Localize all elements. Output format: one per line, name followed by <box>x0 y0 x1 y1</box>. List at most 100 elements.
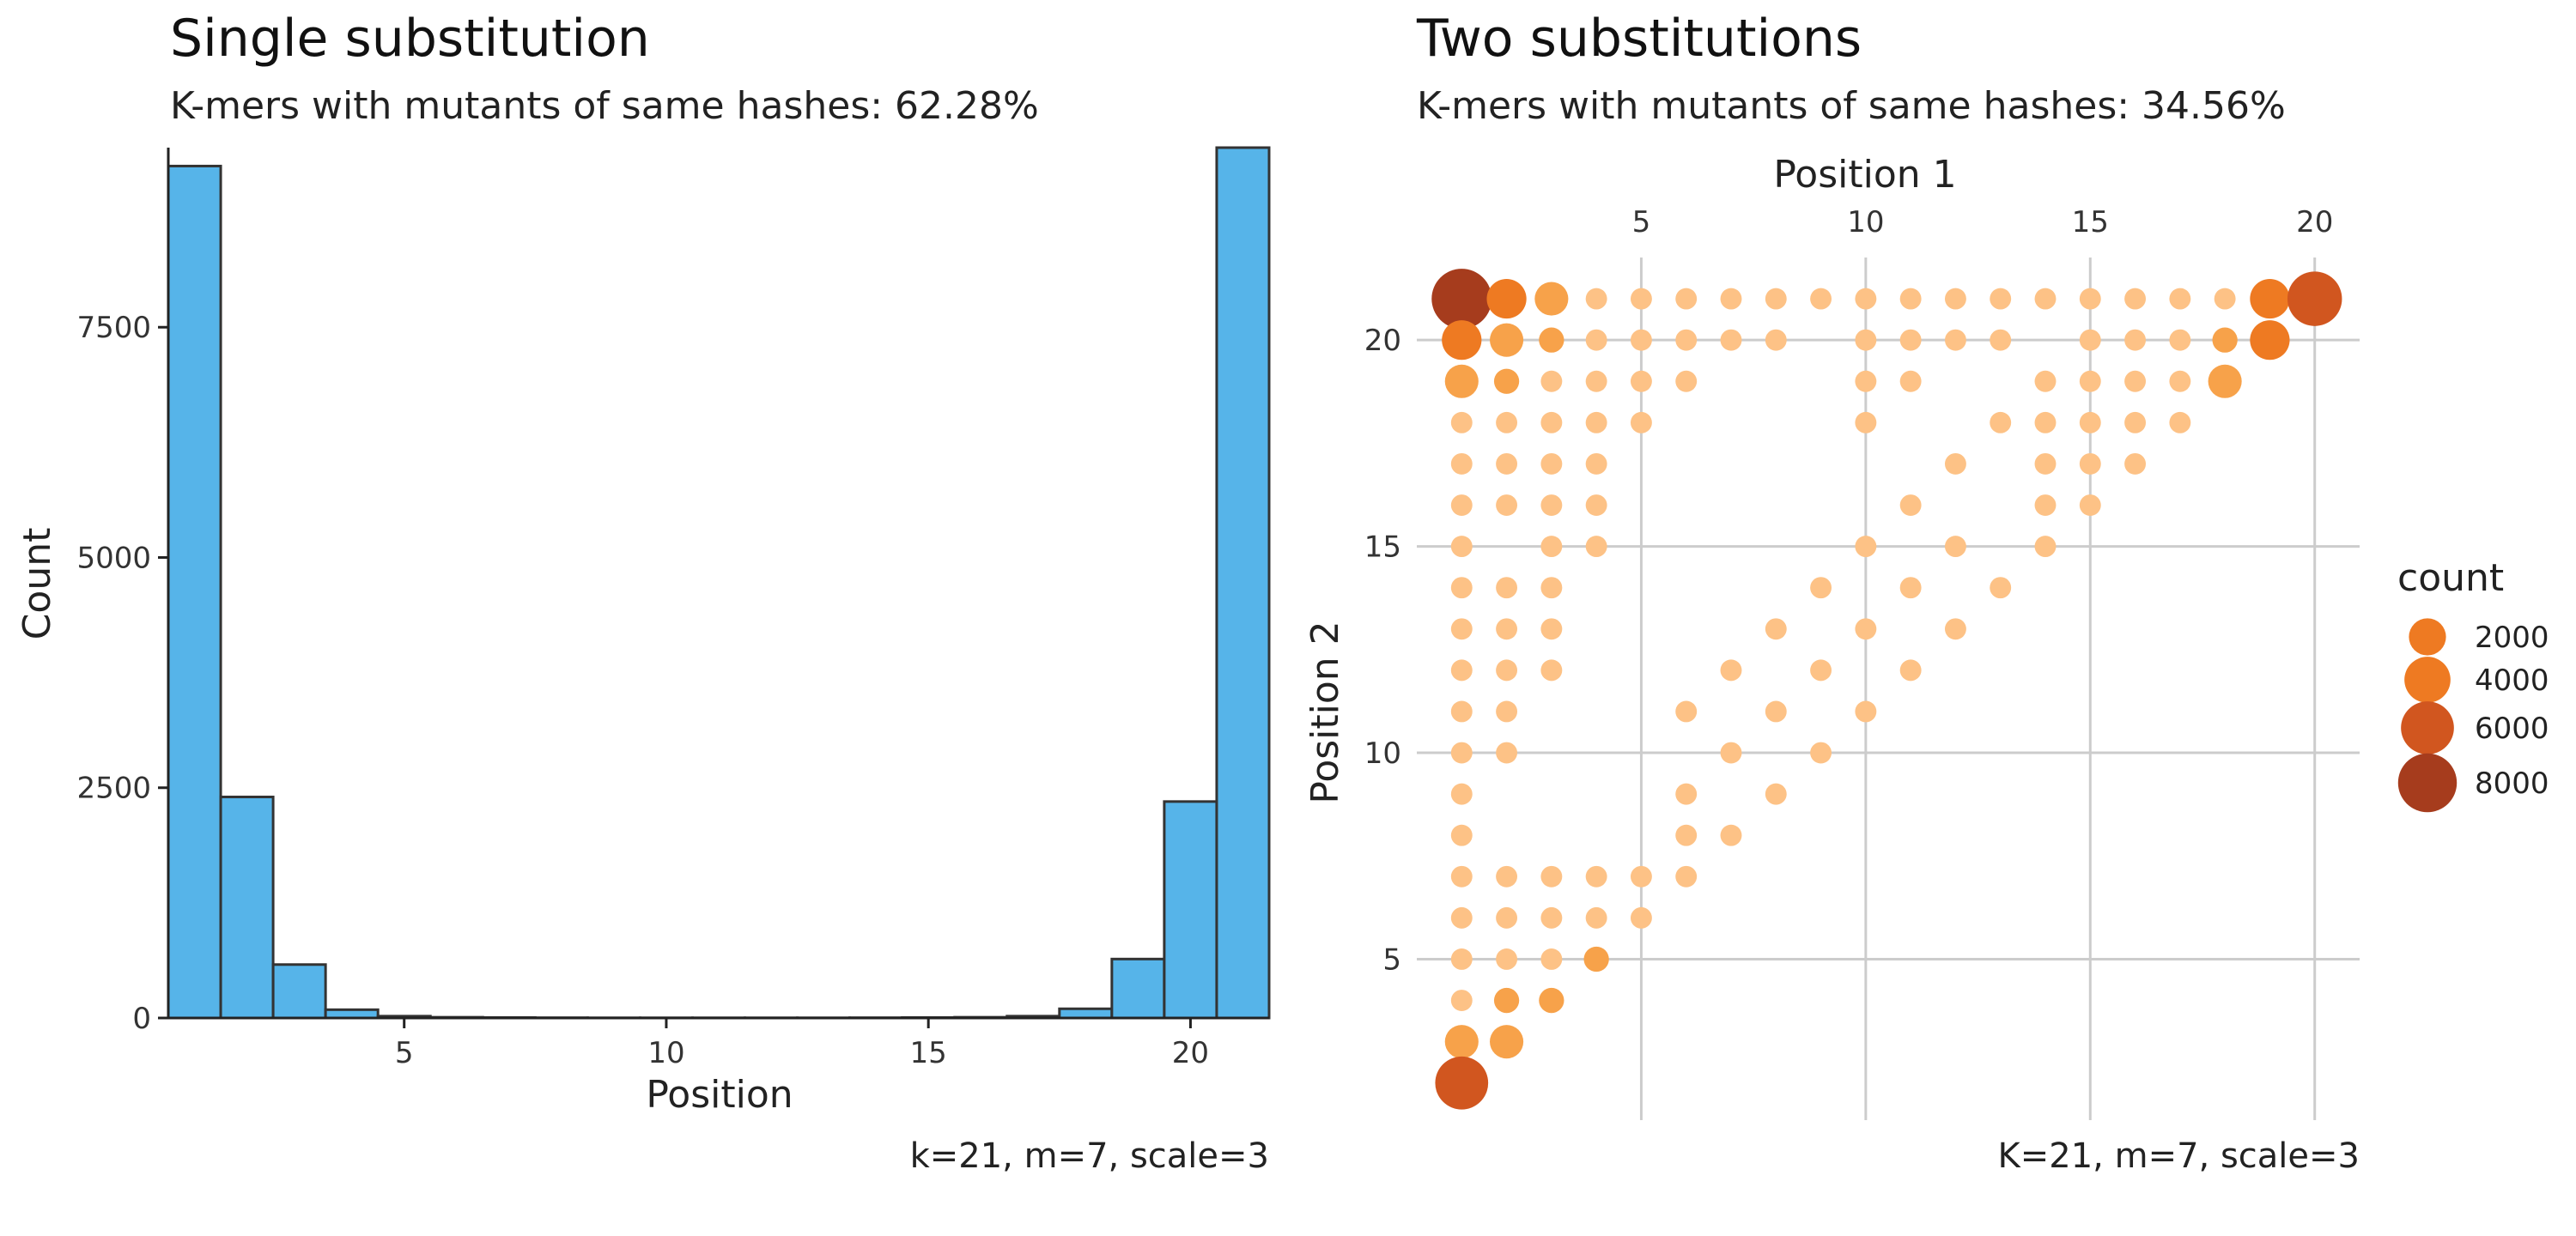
histogram-subtitle: K-mers with mutants of same hashes: 62.2… <box>170 84 1039 128</box>
dotplot-point <box>1450 618 1473 640</box>
legend-key-circle <box>2397 753 2458 813</box>
dotplot-point <box>2169 329 2191 351</box>
histogram-bars <box>167 146 1271 1020</box>
dotplot-y-tick-label: 20 <box>1364 324 1401 358</box>
dotplot-point <box>2169 370 2191 392</box>
legend-key-circle <box>2401 701 2454 754</box>
dotplot-point <box>1944 618 1966 640</box>
dotplot-point <box>2124 288 2147 310</box>
dotplot-point <box>1496 494 1518 516</box>
dotplot-point <box>1585 906 1607 929</box>
dotplot-point <box>1630 906 1652 929</box>
histogram-bar <box>271 963 327 1020</box>
dotplot-point <box>1765 618 1787 640</box>
dotplot-point <box>1450 948 1473 970</box>
dotplot-point <box>1585 452 1607 475</box>
dotplot-point <box>1540 452 1563 475</box>
dotplot-point <box>1720 659 1742 682</box>
dotplot-point <box>1450 865 1473 888</box>
dotplot-point <box>1765 288 1787 310</box>
dotplot-point <box>2079 494 2101 516</box>
dotplot-point <box>2079 288 2101 310</box>
dotplot-point <box>2287 271 2342 326</box>
histogram-title: Single substitution <box>170 9 650 69</box>
dotplot-point <box>1490 323 1524 357</box>
dotplot-point <box>1765 700 1787 723</box>
histogram-bar <box>1110 957 1166 1020</box>
dotplot-point <box>1990 329 2012 351</box>
dotplot-point <box>1810 659 1832 682</box>
dotplot-point <box>1493 987 1520 1014</box>
legend-key-circle <box>2409 618 2446 656</box>
dotplot-y-ticks: 5 10 15 20 <box>1364 324 1401 977</box>
dotplot-point <box>1765 329 1787 351</box>
dotplot-points <box>1431 269 2342 1110</box>
dotplot-x-tick-label: 15 <box>2072 205 2109 239</box>
dotplot-point <box>1765 783 1787 805</box>
dotplot-x-tick-label: 10 <box>1847 205 1884 239</box>
dotplot-point <box>1496 742 1518 764</box>
histogram-bar <box>1058 1007 1114 1020</box>
dotplot-point <box>1675 329 1698 351</box>
dotplot-point <box>1540 577 1563 599</box>
dotplot-point <box>1450 824 1473 846</box>
histogram-x-tick-label: 5 <box>395 1036 414 1070</box>
dotplot-point <box>2169 411 2191 433</box>
dotplot-point <box>2250 320 2290 360</box>
dotplot-point <box>1990 288 2012 310</box>
dotplot-point <box>2079 411 2101 433</box>
dotplot-point <box>1720 329 1742 351</box>
dotplot-y-tick-label: 5 <box>1382 942 1401 977</box>
dotplot-point <box>1675 824 1698 846</box>
dotplot-point <box>1585 494 1607 516</box>
dotplot-point <box>1675 783 1698 805</box>
dotplot-x-tick-label: 5 <box>1632 205 1651 239</box>
dotplot-point <box>1585 411 1607 433</box>
dotplot-point <box>1810 577 1832 599</box>
dotplot-point <box>1540 618 1563 640</box>
dotplot-point <box>1540 370 1563 392</box>
dotplot-point <box>1496 411 1518 433</box>
dotplot-point <box>1444 1025 1479 1059</box>
histogram-y-label: Count <box>15 528 59 640</box>
dotplot-point <box>1855 411 1877 433</box>
dotplot-point <box>1675 700 1698 723</box>
dotplot-point <box>1990 411 2012 433</box>
dotplot-gridlines <box>1417 258 2360 1120</box>
dotplot-point <box>1450 494 1473 516</box>
dotplot-point <box>2034 370 2057 392</box>
dotplot-legend: count 2000 4000 6000 8000 <box>2397 556 2549 813</box>
dotplot-point <box>1630 865 1652 888</box>
legend-label: 2000 <box>2475 621 2549 655</box>
dotplot-point <box>1486 278 1527 319</box>
histogram-y-tick-label: 5000 <box>76 541 151 575</box>
dotplot-point <box>1431 269 1492 330</box>
dotplot-point <box>2034 536 2057 558</box>
dotplot-point <box>1585 536 1607 558</box>
dotplot-point <box>1899 288 1922 310</box>
histogram-x-label: Position <box>646 1073 793 1117</box>
dotplot-point <box>1534 282 1569 316</box>
dotplot-point <box>1450 783 1473 805</box>
dotplot-point <box>1493 368 1520 394</box>
histogram-y-tick-label: 2500 <box>76 772 151 806</box>
dotplot-point <box>1585 329 1607 351</box>
dotplot-caption: K=21, m=7, scale=3 <box>1998 1136 2360 1176</box>
histogram-x-tick-label: 15 <box>910 1036 947 1070</box>
dotplot-point <box>1675 370 1698 392</box>
dotplot-point <box>1630 288 1652 310</box>
dotplot-point <box>1442 320 1482 360</box>
dotplot-point <box>1450 742 1473 764</box>
legend-key-circle <box>2404 657 2451 703</box>
dotplot-subtitle: K-mers with mutants of same hashes: 34.5… <box>1417 84 2286 128</box>
dotplot-point <box>2212 327 2238 353</box>
dotplot-point <box>2124 411 2147 433</box>
dotplot-point <box>1450 659 1473 682</box>
legend-title: count <box>2397 556 2504 600</box>
dotplot-y-tick-label: 15 <box>1364 530 1401 565</box>
histogram-caption: k=21, m=7, scale=3 <box>910 1136 1269 1176</box>
dotplot-point <box>1810 288 1832 310</box>
dotplot-point <box>1496 906 1518 929</box>
histogram-bar <box>1163 800 1218 1020</box>
